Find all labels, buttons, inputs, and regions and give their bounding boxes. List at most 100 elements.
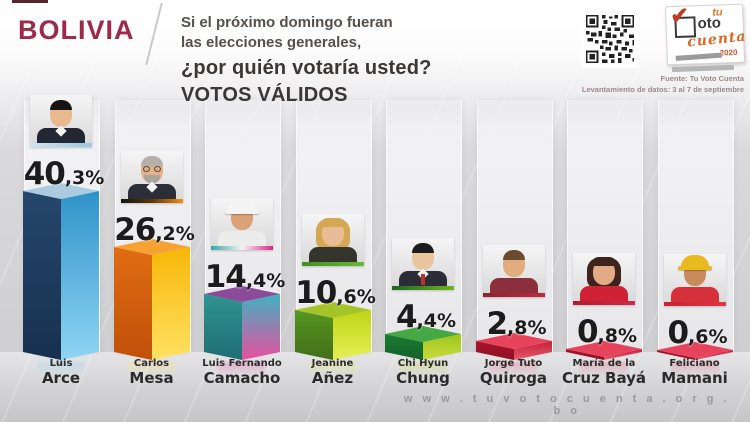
- shoulders: [670, 287, 719, 302]
- beard: [143, 175, 160, 184]
- logo-word-oto: oto: [697, 14, 722, 33]
- bar-reflection: [218, 362, 266, 375]
- candidate-photo: [301, 214, 364, 266]
- candidate-last-name: Mamani: [661, 369, 728, 387]
- candidate-last-name: Mesa: [129, 369, 174, 387]
- percentage-label: 0,6%: [661, 315, 735, 351]
- shoulders: [489, 278, 538, 293]
- candidate-last-name: Cruz Bayá: [561, 369, 647, 387]
- bar-mesa: [113, 239, 190, 360]
- percentage-label: 0,8%: [570, 314, 644, 350]
- glasses-left: [142, 166, 150, 172]
- percentage-decimal: ,2%: [155, 223, 195, 245]
- candidate-photo: [392, 238, 454, 290]
- column-track: [476, 100, 553, 352]
- candidate-name: María de la Cruz Bayá: [549, 358, 659, 387]
- percentage-decimal: ,4%: [245, 270, 286, 292]
- hair-fringe: [320, 218, 345, 227]
- hair-top: [140, 156, 163, 166]
- hair-top: [502, 250, 525, 260]
- party-color-strip: [211, 246, 273, 250]
- tu-voto-cuenta-logo: tu ✔ oto cuenta 2020: [664, 2, 747, 66]
- bar-arce: [23, 183, 99, 360]
- percentage-integer: 14: [204, 259, 247, 295]
- candidate-photo: [573, 253, 635, 305]
- hat-dome: [680, 255, 709, 267]
- candidate-name: Carlos Mesa: [97, 358, 207, 387]
- percentage-decimal: ,6%: [336, 286, 376, 308]
- question-line-3: ¿por quién votaría usted?: [181, 57, 432, 79]
- percentage-decimal: ,6%: [688, 326, 728, 348]
- bar-reflection: [489, 362, 538, 375]
- logo-base-bar: [675, 52, 722, 61]
- candidate-first-name: Luis Fernando: [202, 358, 282, 369]
- logo-year: 2020: [719, 47, 738, 58]
- shoulders: [308, 247, 357, 262]
- candidate-photo: [30, 95, 92, 147]
- party-color-strip: [482, 293, 545, 297]
- candidate-photo: [663, 254, 726, 306]
- tie: [421, 274, 425, 285]
- candidate-name: Luis Fernando Camacho: [187, 358, 297, 387]
- percentage-decimal: ,3%: [64, 167, 105, 189]
- column-track: [386, 100, 462, 352]
- candidate-first-name: Feliciano: [669, 358, 720, 369]
- party-color-strip: [301, 262, 364, 266]
- candidate-first-name: Luis: [49, 358, 73, 369]
- bar-reflection: [37, 362, 85, 375]
- candidate-first-name: Chi Hyun: [397, 358, 449, 369]
- country-title: BOLIVIA: [18, 15, 135, 45]
- percentage-label: 10,6%: [295, 278, 376, 309]
- column-track: [657, 100, 734, 352]
- hair-top: [50, 100, 72, 110]
- percentage-integer: 0: [667, 315, 689, 351]
- floor-background: [0, 352, 750, 422]
- percentage-label: 4,4%: [389, 299, 463, 335]
- candidate-first-name: Jorge Tuto: [484, 358, 543, 369]
- question-line-1: Si el próximo domingo fueran: [181, 14, 393, 31]
- bar-reflection: [670, 362, 719, 375]
- party-color-strip: [573, 301, 635, 305]
- bar-reflection: [580, 362, 628, 375]
- candidate-last-name: Camacho: [203, 369, 281, 387]
- head: [593, 260, 615, 285]
- party-color-strip: [392, 286, 454, 290]
- candidate-photo: [211, 198, 273, 250]
- bar-reflection: [127, 362, 176, 375]
- hat-dome: [228, 199, 256, 211]
- percentage-label: 14,4%: [204, 259, 286, 295]
- percentage-integer: 2: [486, 306, 508, 342]
- glasses-right: [153, 166, 161, 172]
- source-line-2: Levantamiento de datos: 3 al 7 de septie…: [581, 85, 744, 94]
- candidate-photo: [120, 151, 183, 203]
- source-line-1: Fuente: Tu Voto Cuenta: [660, 74, 744, 83]
- shoulders: [580, 286, 628, 301]
- candidate-last-name: Añez: [311, 369, 354, 387]
- percentage-integer: 10: [295, 275, 337, 311]
- candidate-name: Luis Arce: [6, 358, 116, 387]
- head: [321, 221, 344, 246]
- percentage-integer: 26: [114, 212, 156, 248]
- bar-camacho: [204, 286, 280, 360]
- bar-reflection: [399, 362, 447, 375]
- bar-reflection: [308, 362, 357, 375]
- candidate-first-name: Carlos: [133, 358, 170, 369]
- column-track: [567, 100, 643, 352]
- percentage-integer: 0: [576, 314, 599, 350]
- bar-quiroga: [475, 333, 552, 360]
- shoulders: [218, 231, 266, 246]
- question-line-2: las elecciones generales,: [181, 34, 362, 51]
- percentage-integer: 40: [23, 156, 66, 192]
- percentage-label: 26,2%: [114, 215, 195, 246]
- check-mark-icon: ✔: [669, 2, 690, 29]
- bar-mamani: [656, 342, 733, 360]
- party-color-strip: [30, 143, 92, 147]
- percentage-decimal: ,4%: [416, 310, 457, 332]
- candidate-first-name: Jeanine: [311, 358, 354, 369]
- hat-brim: [677, 266, 712, 270]
- question-block: Si el próximo domingo fueran las eleccio…: [181, 13, 432, 107]
- party-color-strip: [663, 302, 726, 306]
- header-divider-line: [145, 2, 163, 66]
- percentage-label: 40,3%: [23, 156, 105, 192]
- percentage-integer: 4: [395, 299, 418, 335]
